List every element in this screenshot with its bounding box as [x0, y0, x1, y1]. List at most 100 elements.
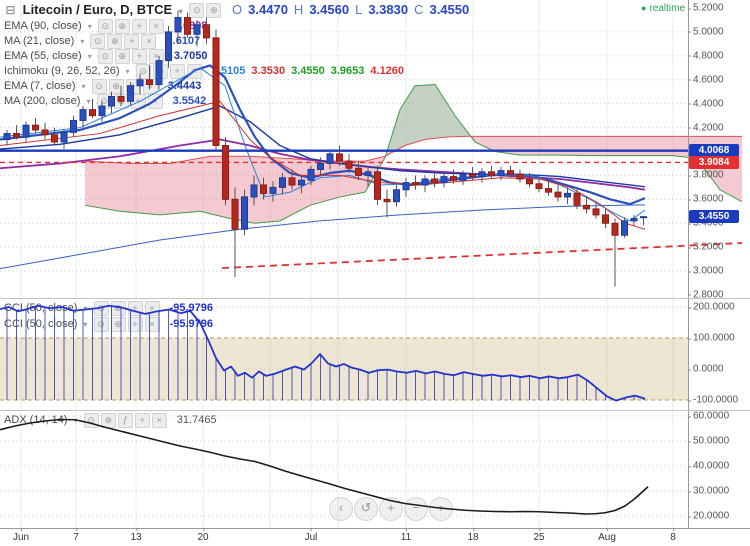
scroll-left-button[interactable]: ‹: [329, 497, 353, 521]
indicator-value: -95.9796: [170, 318, 219, 330]
price-tick-label: 4.4000: [688, 98, 724, 110]
chevron-down-icon[interactable]: ▾: [83, 304, 88, 314]
eye-icon-button[interactable]: ⊙: [83, 413, 99, 428]
close-icon-button[interactable]: ×: [141, 34, 157, 49]
plus-icon-button[interactable]: +: [125, 79, 141, 94]
zoom-out-button[interactable]: −: [404, 497, 428, 521]
time-tick-label: 7: [73, 528, 79, 543]
chevron-down-icon[interactable]: ▾: [83, 320, 88, 330]
eye-icon-button[interactable]: ⊙: [96, 94, 112, 109]
plus-icon-button[interactable]: +: [130, 94, 146, 109]
price-badge: 3.9084: [689, 155, 739, 169]
indicator-buttons: ⊙ ⊕ + ×: [96, 94, 165, 109]
plus-icon-button[interactable]: +: [127, 301, 143, 316]
time-tick-label: Aug: [598, 528, 616, 543]
eye-icon-button[interactable]: ⊙: [97, 19, 113, 34]
collapse-legend-icon[interactable]: ⊟: [5, 3, 16, 18]
close-icon-button[interactable]: ×: [186, 64, 202, 79]
value-text: 3.4560: [309, 2, 350, 17]
symbol-title[interactable]: Litecoin / Euro, D, BTCE: [22, 2, 173, 17]
time-tick-label: 8: [670, 528, 676, 543]
price-tick-label: 2.8000: [688, 289, 724, 301]
close-icon-button[interactable]: ×: [148, 19, 164, 34]
chevron-down-icon[interactable]: ▾: [87, 22, 92, 32]
indicator-buttons: ⊙ ⊕ + ×: [93, 301, 162, 316]
indicator-value: 3.4443: [168, 80, 208, 92]
gear-icon-button[interactable]: ⊕: [113, 94, 129, 109]
indicator-label: ADX (14, 14): [4, 414, 68, 427]
gear-icon-button[interactable]: ⊕: [206, 3, 222, 19]
gear-icon-button[interactable]: ⊕: [100, 413, 116, 428]
value-text: 3.4550: [429, 2, 470, 17]
adx-tick-label: 20.0000: [687, 510, 730, 522]
plus-icon-button[interactable]: +: [169, 64, 185, 79]
pane-separator-cci-adx[interactable]: [0, 410, 750, 411]
ohlc-readout: O 3.4470 H 3.4560 L 3.3830 C 3.4550: [232, 2, 475, 17]
chevron-down-icon[interactable]: ▾: [81, 82, 86, 92]
indicator-label: CCI (50, close): [4, 318, 78, 331]
time-tick-label: Jul: [304, 528, 318, 543]
gear-icon-button[interactable]: ⊕: [114, 19, 130, 34]
indicator-buttons: ⊙ ⊕ ƒ + ×: [83, 413, 169, 428]
indicator-value: -95.9796: [170, 302, 219, 314]
reset-view-button[interactable]: ↺: [354, 497, 378, 521]
source-icon-button[interactable]: ƒ: [117, 413, 133, 428]
gear-icon-button[interactable]: ⊕: [110, 301, 126, 316]
eye-icon-button[interactable]: ⊙: [189, 3, 205, 19]
eye-icon-button[interactable]: ⊙: [97, 49, 113, 64]
chevron-down-icon[interactable]: ▾: [178, 7, 183, 16]
adx-tick-label: 30.0000: [687, 485, 730, 497]
close-icon-button[interactable]: ×: [144, 301, 160, 316]
time-tick-label: 18: [467, 528, 479, 543]
gear-icon-button[interactable]: ⊕: [114, 49, 130, 64]
price-tick-label: 3.8000: [688, 169, 724, 181]
eye-icon-button[interactable]: ⊙: [93, 317, 109, 332]
close-icon-button[interactable]: ×: [144, 317, 160, 332]
value-text: 3.9653: [330, 65, 365, 78]
plus-icon-button[interactable]: +: [131, 19, 147, 34]
value-text: 3.4550: [291, 65, 325, 78]
eye-icon-button[interactable]: ⊙: [93, 301, 109, 316]
plus-icon-button[interactable]: +: [127, 317, 143, 332]
indicator-value: 3.5542: [173, 95, 213, 107]
plus-icon-button[interactable]: +: [131, 49, 147, 64]
chevron-down-icon[interactable]: ▾: [80, 37, 85, 47]
gear-icon-button[interactable]: ⊕: [152, 64, 168, 79]
scroll-right-button[interactable]: ›: [429, 497, 453, 521]
indicator-row-cci-1: CCI (50, close) ▾ ⊙ ⊕ + × -95.9796: [4, 301, 219, 316]
time-axis-border: [0, 528, 750, 529]
zoom-in-button[interactable]: +: [379, 497, 403, 521]
indicator-buttons: ⊙ ⊕ + ×: [97, 19, 166, 34]
close-icon-button[interactable]: ×: [142, 79, 158, 94]
gear-icon-button[interactable]: ⊕: [110, 317, 126, 332]
indicator-row-ema90: EMA (90, close) ▾ ⊙ ⊕ + × 3.6808: [4, 19, 214, 34]
value-text: 31.7465: [176, 414, 217, 427]
indicator-buttons: ⊙ ⊕ + ×: [91, 79, 160, 94]
pane-separator-main-cci[interactable]: [0, 298, 750, 299]
indicator-label: EMA (90, close): [4, 20, 82, 33]
plus-icon-button[interactable]: +: [124, 34, 140, 49]
cci-tick-label: 200.0000: [688, 301, 735, 313]
gear-icon-button[interactable]: ⊕: [107, 34, 123, 49]
close-icon-button[interactable]: ×: [148, 49, 164, 64]
indicator-row-ma200: MA (200, close) ▾ ⊙ ⊕ + × 3.5542: [4, 94, 213, 109]
chevron-down-icon[interactable]: ▾: [125, 67, 130, 77]
indicator-label: MA (21, close): [4, 35, 75, 48]
eye-icon-button[interactable]: ⊙: [91, 79, 107, 94]
gear-icon-button[interactable]: ⊕: [108, 79, 124, 94]
value-text: 3.5542: [172, 95, 207, 108]
chevron-down-icon[interactable]: ▾: [86, 97, 91, 107]
close-icon-button[interactable]: ×: [151, 413, 167, 428]
chevron-down-icon[interactable]: ▾: [73, 416, 78, 426]
adx-tick-label: 60.0000: [687, 410, 730, 422]
eye-icon-button[interactable]: ⊙: [135, 64, 151, 79]
chevron-down-icon[interactable]: ▾: [87, 52, 92, 62]
cci-tick-label: 100.0000: [688, 332, 735, 344]
price-tick-label: 4.8000: [688, 50, 724, 62]
eye-icon-button[interactable]: ⊙: [90, 34, 106, 49]
price-tick-label: 3.2000: [688, 241, 724, 253]
close-icon-button[interactable]: ×: [147, 94, 163, 109]
time-tick-label: 20: [197, 528, 209, 543]
plus-icon-button[interactable]: +: [134, 413, 150, 428]
indicator-row-ma21: MA (21, close) ▾ ⊙ ⊕ + × 3.6107: [4, 34, 206, 49]
